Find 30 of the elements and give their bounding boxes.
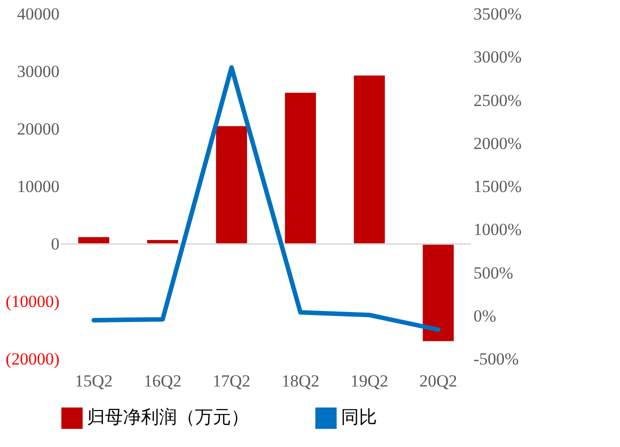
x-tick-label: 18Q2 <box>282 372 320 390</box>
x-tick-label: 16Q2 <box>144 372 182 390</box>
x-tick-label: 15Q2 <box>74 372 113 390</box>
line-series <box>91 65 441 332</box>
y-tick-label: 30000 <box>17 62 60 81</box>
y-tick-label: (20000) <box>6 350 60 368</box>
x-tick-label: 20Q2 <box>419 372 458 390</box>
y2-tick-label: 2000% <box>474 134 522 153</box>
y-tick-label: 0 <box>51 234 60 254</box>
bar <box>354 76 385 244</box>
y2-tick-label: 2500% <box>474 90 522 110</box>
y-tick-label: 10000 <box>17 177 60 196</box>
y2-tick-label: -500% <box>474 350 519 368</box>
y2-tick-label: 3000% <box>474 48 522 67</box>
x-tick-label: 19Q2 <box>350 372 388 390</box>
y2-tick-label: 1000% <box>474 220 522 240</box>
y2-tick-label: 1500% <box>474 177 522 196</box>
y2-tick-label: 3500% <box>474 4 522 24</box>
y2-tick-label: 0% <box>474 306 496 326</box>
y2-tick-label: 500% <box>474 263 514 282</box>
y-tick-label: 40000 <box>17 4 60 24</box>
bar <box>422 244 454 342</box>
bar <box>78 237 110 244</box>
y-tick-label: (10000) <box>6 292 60 311</box>
bar <box>216 126 248 244</box>
legend-label: 同比 <box>341 407 377 428</box>
x-tick-label: 17Q2 <box>212 372 250 390</box>
bar <box>284 92 316 244</box>
y-tick-label: 20000 <box>17 120 60 138</box>
legend-label: 归母净利润（万元） <box>87 407 249 428</box>
